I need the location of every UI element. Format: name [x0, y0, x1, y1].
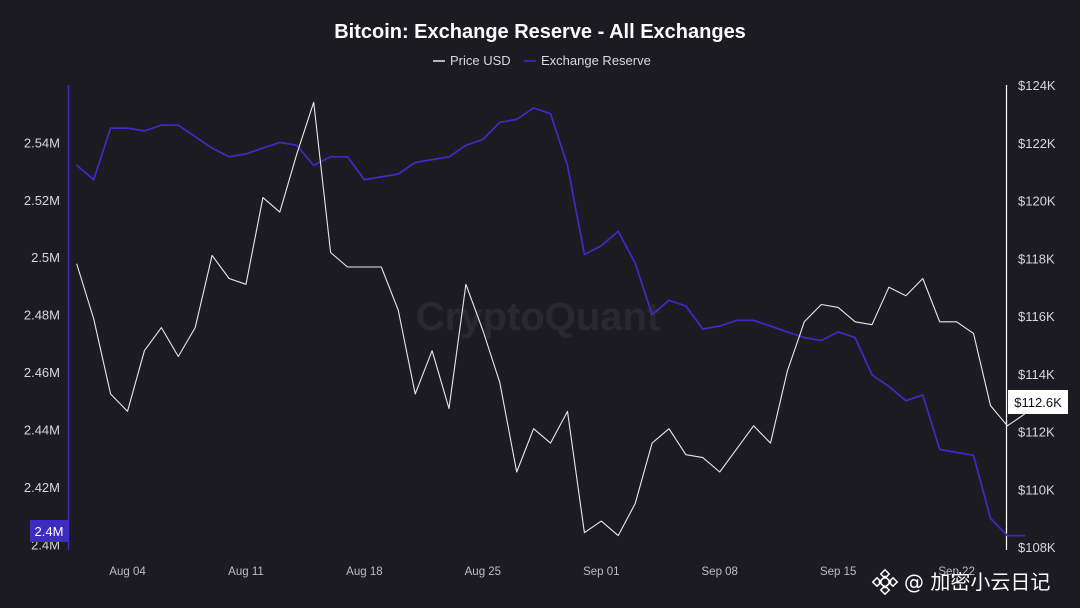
- x-tick-label: Aug 11: [228, 566, 264, 578]
- right-tick-label: $112K: [1018, 425, 1055, 440]
- left-axis-highlight-text: 2.4M: [35, 524, 64, 539]
- left-axis-highlight-badge: 2.4M: [30, 520, 68, 542]
- right-tick-label: $118K: [1018, 251, 1055, 266]
- left-tick-label: 2.46M: [24, 365, 60, 380]
- right-tick-label: $122K: [1018, 136, 1056, 151]
- series-line-price-usd: [76, 101, 1025, 537]
- x-tick-label: Sep 22: [938, 566, 974, 578]
- right-tick-label: $110K: [1018, 482, 1055, 497]
- legend-label-price: Price USD: [450, 53, 511, 68]
- right-axis-ticks: $108K $110K $112K $114K $116K $118K $120K $122K…: [1018, 78, 1056, 555]
- price-last-value-bg: [1008, 390, 1068, 414]
- left-tick-label: 2.42M: [24, 480, 60, 495]
- price-last-value-text: $112.6K: [1014, 395, 1062, 410]
- chart-title: Bitcoin: Exchange Reserve - All Exchange…: [334, 21, 746, 43]
- x-tick-label: Sep 08: [702, 566, 738, 578]
- right-tick-label: $116K: [1018, 309, 1055, 324]
- series-layer: [75, 101, 1026, 537]
- x-tick-label: Aug 18: [346, 566, 382, 578]
- footer-source-text: @ 加密小云日记: [904, 570, 1050, 594]
- footer-source: @ 加密小云日记: [871, 568, 1050, 596]
- right-tick-label: $114K: [1018, 367, 1055, 382]
- x-tick-label: Sep 01: [583, 566, 619, 578]
- binance-square-icon: [871, 568, 899, 596]
- left-axis-highlight-bg: [30, 520, 68, 542]
- series-line-exchange-reserve: [75, 107, 1026, 537]
- right-tick-label: $120K: [1018, 194, 1056, 209]
- right-tick-label: $108K: [1018, 540, 1056, 555]
- chart-legend: Price USD Exchange Reserve: [433, 53, 651, 68]
- chart-watermark: CryptoQuant: [416, 295, 660, 339]
- left-tick-label: 2.48M: [24, 308, 60, 323]
- x-tick-label: Aug 04: [109, 566, 146, 578]
- left-tick-label: 2.5M: [31, 250, 60, 265]
- x-axis-ticks: Aug 04 Aug 11 Aug 18 Aug 25 Sep 01 Sep 08 Sep …: [109, 566, 975, 578]
- legend-label-reserve: Exchange Reserve: [541, 53, 651, 68]
- x-tick-label: Sep 15: [820, 566, 856, 578]
- left-tick-label: 2.52M: [24, 193, 60, 208]
- price-last-value-badge: $112.6K: [1008, 390, 1068, 414]
- x-tick-label: Aug 25: [465, 566, 501, 578]
- right-tick-label: $124K: [1018, 78, 1056, 93]
- left-tick-label: 2.54M: [24, 135, 60, 150]
- left-tick-label: 2.44M: [24, 422, 60, 437]
